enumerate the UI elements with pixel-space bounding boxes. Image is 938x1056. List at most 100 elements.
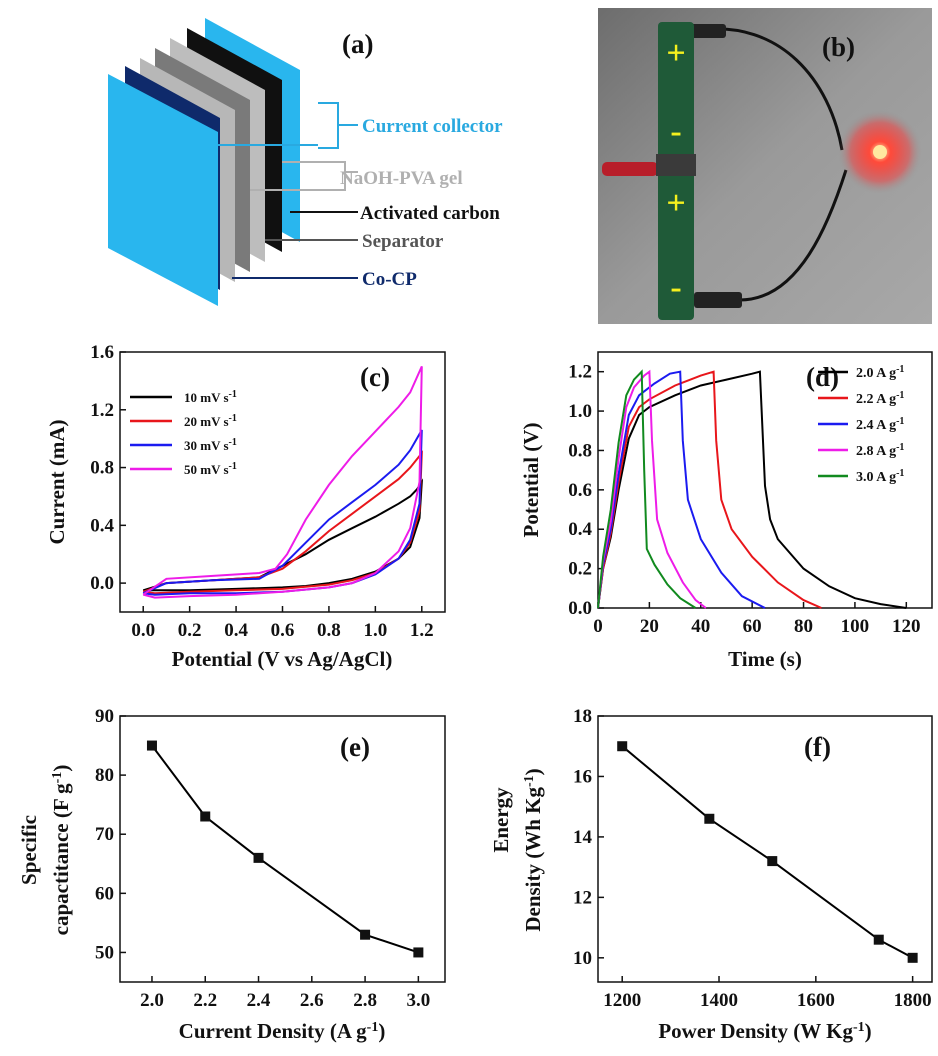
x-tick-label: 40 — [691, 616, 710, 637]
y-tick-label: 1.0 — [568, 401, 592, 422]
supercapacitor-device-2 — [658, 172, 694, 320]
close-paren: ) — [865, 1019, 872, 1043]
data-point — [413, 947, 424, 958]
y-tick-label: 1.6 — [90, 342, 114, 363]
superscript: -1 — [896, 442, 904, 453]
x-tick-label: 1600 — [797, 990, 835, 1011]
x-tick-label: 0 — [593, 616, 603, 637]
x-axis-label: Current Density (A g-1) — [179, 1019, 386, 1043]
x-tick-label: 1800 — [894, 990, 932, 1011]
legend-entry: 2.0 A g-1 — [856, 364, 904, 382]
y-tick-label: 18 — [573, 706, 592, 727]
y-tick-label: 14 — [573, 827, 593, 848]
superscript: -1 — [853, 1020, 865, 1035]
x-tick-label: 0.8 — [317, 620, 341, 641]
gel-leader-2 — [282, 161, 346, 172]
x-axis-label: Power Density (W Kg-1) — [658, 1019, 871, 1043]
panel-label-f: (f) — [804, 732, 831, 762]
legend-entry: 2.2 A g-1 — [856, 390, 904, 408]
data-point — [907, 952, 918, 963]
superscript: -1 — [522, 775, 537, 787]
x-tick-label: 100 — [841, 616, 870, 637]
data-point — [873, 934, 884, 945]
y-tick-label: 0.2 — [568, 559, 592, 580]
plot-frame — [597, 715, 933, 983]
series-line-main — [621, 745, 914, 959]
wire-top — [699, 27, 844, 151]
activated-carbon-label: Activated carbon — [360, 203, 500, 224]
panel-label-c: (c) — [360, 362, 390, 392]
superscript: -1 — [367, 1020, 379, 1035]
cell-schematic: Current collector NaOH-PVA gel Activated… — [108, 18, 503, 306]
x-tick-label: 0.0 — [131, 620, 155, 641]
sign-plus-2: + — [666, 185, 685, 222]
panel-label-b: (b) — [822, 32, 855, 62]
y-tick-label: 0.4 — [90, 515, 114, 536]
y-tick-label: 0.4 — [568, 519, 592, 540]
superscript: -1 — [50, 772, 65, 784]
data-point — [360, 929, 371, 940]
legend-entry: 20 mV s-1 — [184, 413, 237, 430]
panel-label-a: (a) — [342, 29, 373, 59]
y-tick-label: 0.6 — [568, 480, 592, 501]
wire-bottom — [739, 169, 848, 302]
series-line-2-0-a-g — [597, 370, 907, 609]
led-icon — [873, 145, 887, 159]
x-tick-label: 1.2 — [410, 620, 434, 641]
y-tick-label: 12 — [573, 887, 592, 908]
gel-electrolyte-label: NaOH-PVA gel — [340, 168, 463, 189]
superscript: -1 — [229, 413, 237, 424]
x-tick-label: 1.0 — [363, 620, 387, 641]
clip-red — [602, 162, 658, 176]
x-axis-label: Potential (V vs Ag/AgCl) — [172, 647, 393, 671]
x-tick-label: 1400 — [700, 990, 738, 1011]
data-point — [767, 856, 778, 867]
superscript: -1 — [229, 461, 237, 472]
separator-label: Separator — [362, 231, 444, 252]
supercapacitor-device-1 — [658, 22, 694, 158]
data-point — [704, 813, 715, 824]
co-cp-label: Co-CP — [362, 269, 417, 290]
x-tick-label: 0.6 — [271, 620, 295, 641]
y-tick-label: 0.8 — [568, 440, 592, 461]
superscript: -1 — [896, 390, 904, 401]
data-point — [146, 740, 157, 751]
y-tick-label: 1.2 — [568, 362, 592, 383]
y-axis-label-line1: Energy — [489, 787, 513, 853]
y-tick-label: 16 — [573, 766, 592, 787]
ragone-panel: 1200 1400 1600 1800 10 12 14 16 18 Power Density … — [489, 706, 933, 1043]
x-tick-label: 0.4 — [224, 620, 248, 641]
device-photo: + - + - (b) — [598, 8, 932, 324]
x-tick-label: 120 — [892, 616, 921, 637]
x-tick-label: 2.8 — [353, 990, 377, 1011]
close-paren: ) — [521, 768, 545, 775]
y-axis-label-line2: capactitance (F g-1) — [49, 765, 73, 936]
y-tick-label: 0.8 — [90, 458, 114, 479]
legend-entry: 10 mV s-1 — [184, 389, 237, 406]
close-paren: ) — [378, 1019, 385, 1043]
legend-entry: 50 mV s-1 — [184, 461, 237, 478]
clip-bottom — [694, 292, 742, 308]
device-connector — [656, 154, 696, 176]
legend-entry: 3.0 A g-1 — [856, 468, 904, 486]
series-line-main — [151, 744, 419, 954]
y-tick-label: 70 — [95, 824, 114, 845]
clip-top — [686, 24, 726, 38]
x-tick-label: 2.0 — [140, 990, 164, 1011]
superscript: -1 — [896, 364, 904, 375]
gcd-curves-panel: 0 20 40 60 80 100 120 0.0 0.2 0.4 0.6 0.8 1.0 1.2 Time… — [519, 351, 933, 671]
x-tick-label: 2.4 — [247, 990, 271, 1011]
y-tick-label: 80 — [95, 765, 114, 786]
capacitance-panel: 2.0 2.2 2.4 2.6 2.8 3.0 50 60 70 80 90 Current Dens… — [17, 706, 446, 1043]
y-tick-label: 0.0 — [568, 598, 592, 619]
gel-leader — [250, 171, 358, 191]
series-line-2-2-a-g — [597, 370, 822, 609]
panel-label-d: (d) — [806, 362, 839, 392]
series-line-50-mv-s — [142, 365, 423, 599]
y-tick-label: 0.0 — [90, 573, 114, 594]
superscript: -1 — [229, 389, 237, 400]
y-axis-label: Current (mA) — [45, 419, 69, 544]
x-tick-label: 1200 — [603, 990, 641, 1011]
data-point — [253, 852, 264, 863]
y-tick-label: 90 — [95, 706, 114, 727]
